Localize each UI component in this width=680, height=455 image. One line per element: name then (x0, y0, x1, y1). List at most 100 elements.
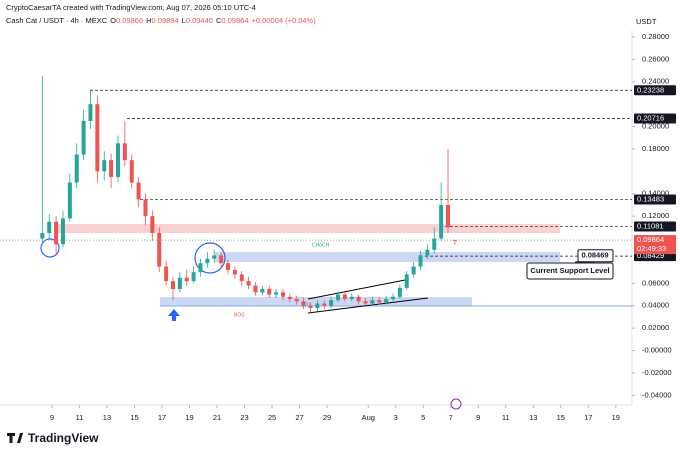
candle-body (170, 281, 175, 289)
legend-item: Cash Cat / USDT · 4h · MEXC (6, 16, 108, 25)
y-tick-label: 0.26000 (642, 54, 669, 63)
x-tick-label: 7 (449, 413, 453, 422)
x-tick-label: 17 (584, 413, 592, 422)
candle-body (287, 296, 292, 300)
y-tick-label: 0.02000 (642, 323, 669, 332)
last-price-tag (634, 235, 676, 255)
x-tick-label: 19 (185, 413, 193, 422)
legend-item: H (146, 16, 151, 25)
y-tick-label: 0.18000 (642, 144, 669, 153)
legend-item: 0.09864 (221, 16, 248, 25)
channel-bottom (307, 297, 429, 314)
candle-body (404, 274, 409, 288)
circle (194, 242, 226, 274)
level-tag (634, 85, 676, 96)
x-tick-label: 5 (421, 413, 425, 422)
currency: USDT (636, 17, 657, 26)
candle-body (253, 285, 258, 293)
candle-body (280, 292, 285, 297)
candle-body (432, 238, 437, 250)
level-tag (634, 113, 676, 124)
level-label: 0.08429 (637, 251, 664, 260)
legend-item: C (216, 16, 222, 25)
candle-body (342, 294, 347, 300)
legend-item: O (110, 16, 116, 25)
candle-body (122, 143, 127, 161)
bos-label: BOS (234, 312, 245, 318)
x-tick-label: Aug (362, 413, 375, 422)
bos-zone (160, 297, 472, 306)
candle-body (315, 303, 320, 309)
x-tick-label: 11 (502, 413, 510, 422)
x-tick-label: 29 (323, 413, 331, 422)
choch-label: CHoCH (312, 242, 330, 248)
x-tick-label: 19 (612, 413, 620, 422)
event-icon (450, 398, 462, 410)
candle-body (336, 294, 341, 301)
candle-body (397, 287, 402, 297)
callout-box (577, 249, 614, 263)
support-box (526, 262, 614, 280)
candle-body (212, 255, 217, 259)
candle-body (308, 305, 313, 309)
countdown: 02:49:33 (637, 244, 666, 253)
arrow (168, 309, 180, 321)
x-tick-label: 11 (76, 413, 84, 422)
x-tick-label: 15 (557, 413, 565, 422)
y-tick-label: 0.24000 (642, 77, 669, 86)
level-tag (634, 194, 676, 205)
logo-icon (7, 433, 23, 443)
legend-item: +0.00004 (+0.04%) (252, 16, 317, 25)
candle-body (102, 160, 107, 172)
y-tick-label: 0.20000 (642, 122, 669, 131)
legend-item: 0.09894 (152, 16, 179, 25)
x-tick-label: 17 (158, 413, 166, 422)
candle-body (184, 277, 189, 282)
candle-body (60, 218, 65, 245)
candle-body (391, 296, 396, 300)
candle-body (363, 301, 368, 304)
candle-body (115, 143, 120, 177)
candle-body (109, 160, 114, 177)
x-tick-label: 25 (268, 413, 276, 422)
y-tick-label: -0.04000 (642, 390, 672, 399)
candle-body (157, 232, 162, 267)
candle-body (54, 221, 59, 245)
candle-body (349, 296, 354, 300)
candle-body (88, 104, 93, 121)
candle-body (294, 299, 299, 302)
candle-body (446, 204, 451, 228)
candle-body (452, 240, 457, 241)
y-tick-label: 0.04000 (642, 301, 669, 310)
y-tick-label: 0.28000 (642, 32, 669, 41)
candle-body (439, 204, 444, 239)
candle-body (150, 216, 155, 233)
candle-body (205, 258, 210, 264)
x-tick-label: 13 (529, 413, 537, 422)
candle-body (418, 255, 423, 267)
candle-body (177, 277, 182, 289)
candle-body (370, 300, 375, 304)
candle-body (129, 160, 134, 183)
level-label: 0.11081 (637, 221, 664, 230)
candle-body (225, 263, 230, 270)
credit: CryptoCaesarTA created with TradingView.… (6, 3, 256, 12)
logo: TradingView (28, 431, 99, 445)
candle-body (67, 182, 72, 219)
callout-label: 0.08469 (581, 251, 608, 260)
x-tick-label: 15 (130, 413, 138, 422)
candle-body (74, 154, 79, 183)
level-tag (634, 221, 676, 232)
candle-body (425, 249, 430, 256)
y-tick-label: -0.02000 (642, 368, 672, 377)
support-text: Current Support Level (530, 266, 609, 275)
level-label: 0.20716 (637, 114, 664, 123)
candle-body (47, 221, 52, 233)
y-tick-label: 0.06000 (642, 278, 669, 287)
y-tick-label: 0.12000 (642, 211, 669, 220)
candle-body (377, 300, 382, 303)
x-tick-label: 23 (240, 413, 248, 422)
candle-body (191, 272, 196, 282)
candle-body (301, 301, 306, 306)
